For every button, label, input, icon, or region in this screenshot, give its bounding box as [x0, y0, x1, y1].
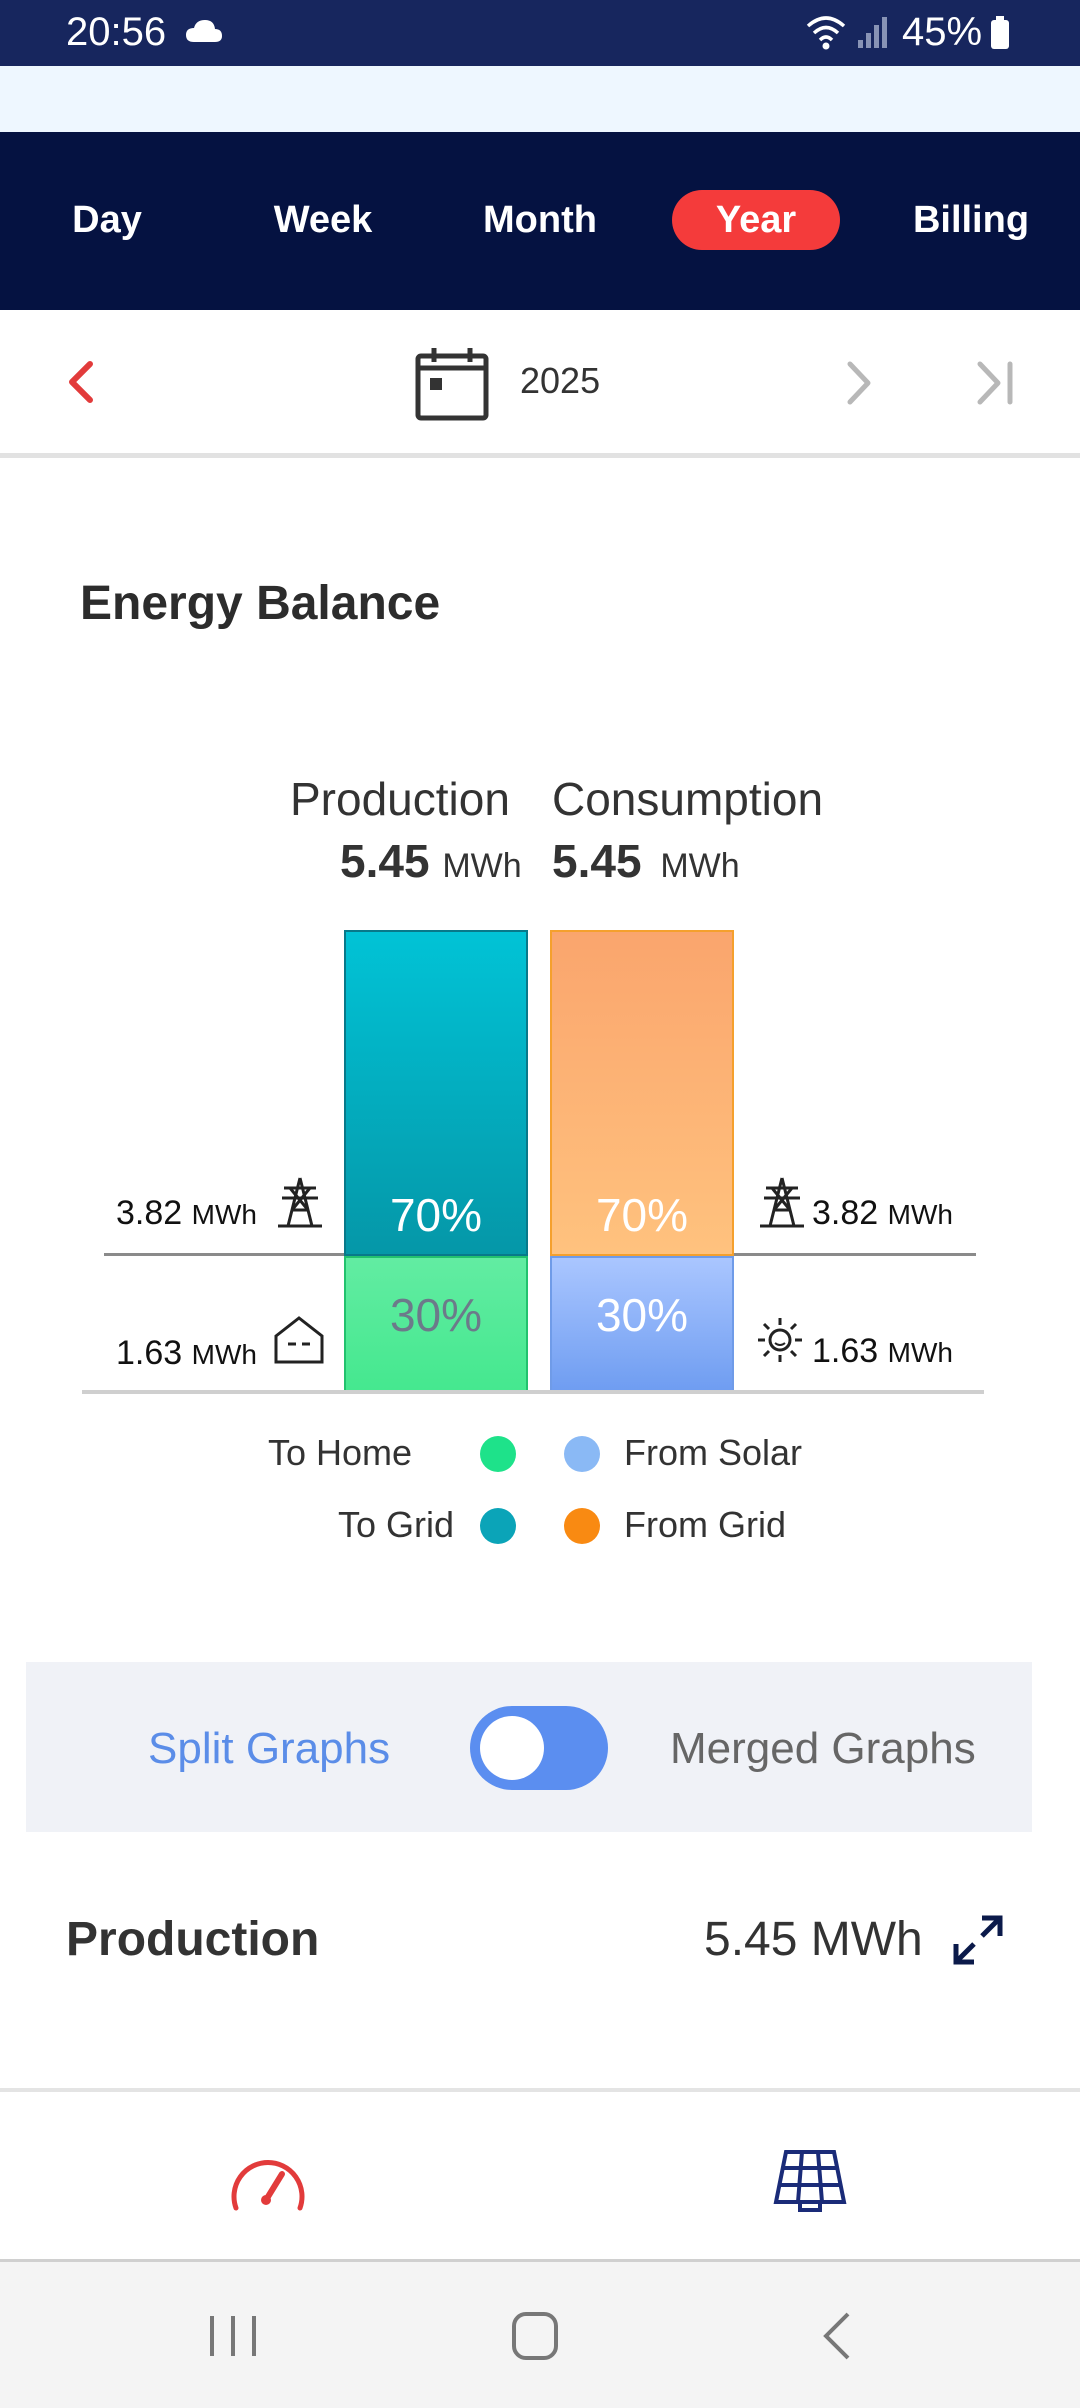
- production-to-home-bar: 30%: [344, 1256, 528, 1392]
- header-spacer: [0, 66, 1080, 132]
- system-navigation: [0, 2262, 1080, 2408]
- right-grid-unit: MWh: [887, 1199, 953, 1230]
- right-grid-value: 3.82: [812, 1194, 879, 1232]
- production-heading: Production: [290, 773, 510, 825]
- consumption-total-value: 5.45: [552, 835, 642, 887]
- date-navigation: 2025: [0, 310, 1080, 458]
- tab-month[interactable]: Month: [483, 199, 597, 241]
- status-bar: 20:56 45%: [0, 0, 1080, 66]
- consumption-heading: Consumption: [552, 773, 824, 825]
- production-to-grid-pct: 70%: [389, 1189, 483, 1241]
- bottom-navigation: [0, 2088, 1080, 2262]
- recent-apps-icon[interactable]: [206, 2312, 260, 2360]
- production-to-home-pct: 30%: [389, 1289, 483, 1341]
- production-to-grid-bar: 70%: [344, 930, 528, 1256]
- battery-level: 45%: [902, 10, 983, 54]
- consumption-from-solar-pct: 30%: [595, 1289, 689, 1341]
- status-time: 20:56: [66, 10, 167, 54]
- dashboard-gauge-icon[interactable]: [228, 2150, 308, 2214]
- production-section-value: 5.45 MWh: [704, 1913, 923, 1966]
- period-tabs: Day Week Month Year Billing: [0, 132, 1080, 310]
- legend-from-grid-label: From Grid: [624, 1504, 786, 1545]
- divider-baseline: [82, 1390, 984, 1394]
- chevron-right-icon[interactable]: [836, 358, 880, 408]
- signal-icon: [858, 17, 887, 48]
- consumption-total: 5.45 MWh: [552, 834, 740, 888]
- legend-from-solar-dot: [564, 1436, 600, 1472]
- sun-icon: [758, 1318, 802, 1362]
- tab-day[interactable]: Day: [72, 199, 142, 241]
- home-icon: [274, 1316, 324, 1364]
- consumption-total-unit: MWh: [660, 847, 740, 885]
- legend-to-grid-label: To Grid: [337, 1504, 454, 1545]
- consumption-from-solar-bar: 30%: [550, 1256, 734, 1392]
- battery-icon: [991, 16, 1009, 49]
- wifi-icon: [806, 16, 846, 50]
- consumption-from-grid-bar: 70%: [550, 930, 734, 1256]
- legend-from-solar-label: From Solar: [624, 1432, 803, 1473]
- divider-right-top: [734, 1253, 976, 1256]
- production-total-value: 5.45: [340, 835, 430, 887]
- merged-graphs-label[interactable]: Merged Graphs: [670, 1724, 976, 1773]
- switch-knob: [480, 1716, 544, 1780]
- power-tower-icon: [760, 1177, 804, 1228]
- consumption-from-grid-pct: 70%: [595, 1189, 689, 1241]
- energy-balance-title: Energy Balance: [80, 577, 441, 630]
- left-grid-amount: 3.82 MWh: [116, 1194, 257, 1233]
- legend-to-home-label: To Home: [267, 1432, 412, 1473]
- production-total-unit: MWh: [442, 847, 522, 885]
- legend-to-home-dot: [480, 1436, 516, 1472]
- left-home-unit: MWh: [191, 1339, 257, 1370]
- right-solar-unit: MWh: [887, 1337, 953, 1368]
- tab-billing[interactable]: Billing: [912, 199, 1030, 241]
- right-solar-amount: 1.63 MWh: [812, 1332, 953, 1371]
- cloud-icon: [186, 20, 222, 42]
- right-solar-value: 1.63: [812, 1332, 879, 1370]
- left-home-amount: 1.63 MWh: [116, 1334, 257, 1373]
- skip-to-end-icon[interactable]: [974, 358, 1018, 408]
- left-home-value: 1.63: [116, 1334, 183, 1372]
- left-grid-value: 3.82: [116, 1194, 183, 1232]
- right-grid-amount: 3.82 MWh: [812, 1194, 953, 1233]
- home-button-icon[interactable]: [510, 2310, 560, 2362]
- legend-from-grid-dot: [564, 1508, 600, 1544]
- left-grid-unit: MWh: [191, 1199, 257, 1230]
- legend-to-grid-dot: [480, 1508, 516, 1544]
- selected-year[interactable]: 2025: [520, 360, 601, 401]
- tab-week[interactable]: Week: [273, 199, 373, 241]
- divider-left-top: [104, 1253, 344, 1256]
- graph-mode-switch[interactable]: [470, 1706, 608, 1790]
- expand-icon[interactable]: [952, 1914, 1004, 1966]
- chevron-left-icon[interactable]: [58, 354, 108, 410]
- back-icon[interactable]: [818, 2310, 858, 2362]
- calendar-icon[interactable]: [414, 346, 490, 422]
- tab-year[interactable]: Year: [672, 190, 840, 250]
- production-total: 5.45 MWh: [340, 834, 522, 888]
- power-tower-icon: [278, 1177, 322, 1228]
- solar-panel-icon[interactable]: [772, 2148, 848, 2214]
- production-section-title: Production: [66, 1913, 320, 1966]
- split-graphs-label[interactable]: Split Graphs: [148, 1724, 391, 1773]
